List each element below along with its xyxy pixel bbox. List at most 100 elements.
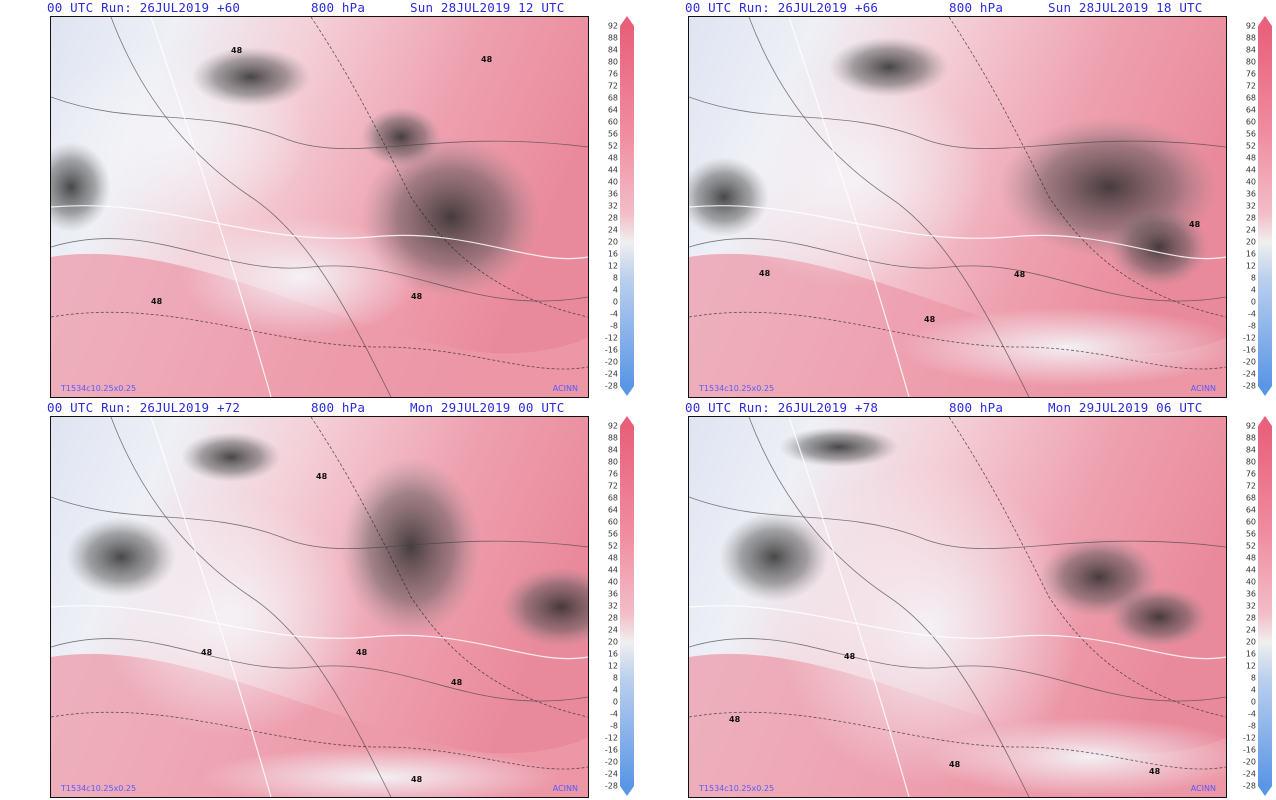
colorbar-tick: 44 (1245, 565, 1256, 575)
colorbar-tick: 4 (612, 285, 618, 295)
colorbar-tick: -16 (604, 745, 618, 755)
colorbar-tick: -8 (1248, 721, 1256, 731)
colorbar-tick: 92 (1245, 421, 1256, 431)
colorbar-tick: 60 (1245, 517, 1256, 527)
weather-map: 48 48 48 48 T1534c10.25x0.25 ACINN (688, 16, 1227, 398)
colorbar-tick: 40 (607, 177, 618, 187)
colorbar-tick: 12 (1245, 261, 1256, 271)
colorbar-tick: 76 (607, 469, 618, 479)
colorbar-tick: 20 (1245, 637, 1256, 647)
colorbar-tick: -12 (604, 333, 618, 343)
colorbar-tick: 92 (1245, 21, 1256, 31)
colorbar-ticks: 92 88 84 80 76 72 68 64 60 56 52 48 44 40 36 32 28 24 20 16… (594, 422, 618, 791)
field-shading: 48 48 48 48 (51, 17, 588, 397)
colorbar-tick: -24 (1242, 769, 1256, 779)
colorbar-tick: 84 (607, 45, 618, 55)
colorbar-tick: 84 (1245, 45, 1256, 55)
colorbar-tick: -4 (610, 709, 618, 719)
colorbar-tick: 0 (612, 297, 618, 307)
map-panel-1: 00 UTC Run: 26JUL2019 +60 800 hPa Sun 28JU… (0, 0, 638, 400)
panel-header: 00 UTC Run: 26JUL2019 +72 800 hPa Mon 29JU… (0, 400, 600, 415)
colorbar-tick: 12 (607, 661, 618, 671)
weather-map: 48 48 48 48 T1534c10.25x0.25 ACINN (50, 16, 589, 398)
colorbar-tick: 72 (1245, 81, 1256, 91)
colorbar-tick: 28 (1245, 613, 1256, 623)
weather-map: 48 48 48 48 T1534c10.25x0.25 ACINN (688, 416, 1227, 798)
colorbar-tick: -16 (1242, 745, 1256, 755)
colorbar-tick: 60 (607, 517, 618, 527)
colorbar-tick: 8 (1250, 673, 1256, 683)
contour-label: 48 (1014, 270, 1026, 279)
colorbar-tick: 64 (1245, 105, 1256, 115)
colorbar-tick: 12 (607, 261, 618, 271)
field-shading: 48 48 48 48 (689, 17, 1226, 397)
colorbar-tick: 64 (607, 105, 618, 115)
colorbar-tick: 36 (1245, 189, 1256, 199)
colorbar (1258, 416, 1272, 796)
weather-map: 48 48 48 48 48 T1534c10.25x0.25 ACINN (50, 416, 589, 798)
colorbar-tick: 88 (1245, 433, 1256, 443)
colorbar-tick: 32 (607, 601, 618, 611)
colorbar-tick: 76 (1245, 469, 1256, 479)
colorbar-tick: 68 (607, 493, 618, 503)
colorbar-tick: -28 (1242, 781, 1256, 791)
colorbar-tick: 20 (607, 637, 618, 647)
colorbar-tick: -4 (1248, 709, 1256, 719)
contour-label: 48 (729, 715, 741, 724)
model-label: T1534c10.25x0.25 (699, 384, 775, 393)
colorbar-tick: 32 (1245, 201, 1256, 211)
colorbar-tick: 56 (607, 529, 618, 539)
colorbar-tick: 48 (1245, 553, 1256, 563)
colorbar-tick: -28 (1242, 381, 1256, 391)
panel-header: 00 UTC Run: 26JUL2019 +60 800 hPa Sun 28JU… (0, 0, 600, 15)
colorbar-tick: 52 (1245, 141, 1256, 151)
colorbar (620, 16, 634, 396)
colorbar-tick: 72 (607, 481, 618, 491)
valid-time: Mon 29JUL2019 06 UTC (1048, 400, 1203, 415)
colorbar-tick: 8 (612, 673, 618, 683)
field-shading: 48 48 48 48 (689, 417, 1226, 797)
colorbar-tick: 92 (607, 21, 618, 31)
contour-label: 48 (411, 775, 423, 784)
pressure-level: 800 hPa (311, 400, 366, 415)
credit-label: ACINN (1190, 384, 1216, 393)
colorbar-tick: -12 (604, 733, 618, 743)
colorbar-tick: -12 (1242, 733, 1256, 743)
contour-label: 48 (151, 297, 163, 306)
colorbar-tick: 0 (1250, 697, 1256, 707)
colorbar-tick: 52 (1245, 541, 1256, 551)
run-label: 00 UTC Run: 26JUL2019 +66 (685, 0, 879, 15)
colorbar-tick: 76 (1245, 69, 1256, 79)
colorbar-tick: -16 (604, 345, 618, 355)
colorbar-tick: 80 (1245, 457, 1256, 467)
colorbar-tick: 64 (1245, 505, 1256, 515)
colorbar-tick: 0 (612, 697, 618, 707)
colorbar-tick: 48 (607, 553, 618, 563)
colorbar-tick: 72 (1245, 481, 1256, 491)
pressure-level: 800 hPa (949, 400, 1004, 415)
colorbar-tick: 8 (1250, 273, 1256, 283)
contour-label: 48 (1149, 767, 1161, 776)
model-label: T1534c10.25x0.25 (699, 784, 775, 793)
colorbar-tick: -4 (610, 309, 618, 319)
colorbar-tick: 36 (607, 189, 618, 199)
colorbar-tick: 80 (607, 57, 618, 67)
credit-label: ACINN (1190, 784, 1216, 793)
colorbar-tick: 44 (607, 565, 618, 575)
field-shading: 48 48 48 48 48 (51, 417, 588, 797)
colorbar-tick: 20 (607, 237, 618, 247)
colorbar-tick: 60 (1245, 117, 1256, 127)
colorbar-tick: 88 (607, 433, 618, 443)
contour-label: 48 (411, 292, 423, 301)
colorbar-tick: 44 (607, 165, 618, 175)
run-label: 00 UTC Run: 26JUL2019 +60 (47, 0, 241, 15)
colorbar-tick: 60 (607, 117, 618, 127)
colorbar-tick: 92 (607, 421, 618, 431)
colorbar-tick: 4 (1250, 685, 1256, 695)
colorbar-tick: 40 (1245, 177, 1256, 187)
panel-header: 00 UTC Run: 26JUL2019 +66 800 hPa Sun 28JU… (638, 0, 1238, 15)
credit-label: ACINN (552, 384, 578, 393)
colorbar-tick: -12 (1242, 333, 1256, 343)
map-panel-2: 00 UTC Run: 26JUL2019 +66 800 hPa Sun 28JU… (638, 0, 1276, 400)
colorbar-tick: -8 (610, 321, 618, 331)
